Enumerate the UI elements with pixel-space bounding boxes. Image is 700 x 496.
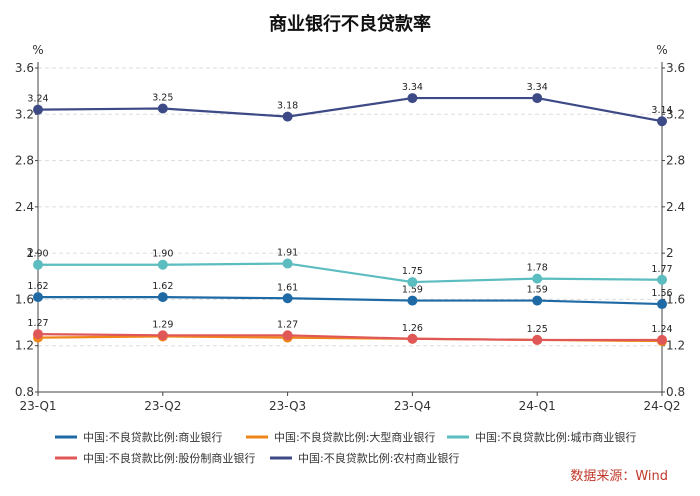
y-tick-label-left: 2.8	[15, 154, 34, 168]
data-label: 3.14	[651, 105, 672, 116]
legend-label[interactable]: 中国:不良贷款比例:城市商业银行	[475, 430, 636, 444]
data-label: 1.78	[527, 263, 548, 274]
data-point[interactable]	[282, 111, 293, 122]
y-tick-label-left: 1.2	[15, 339, 34, 353]
data-point[interactable]	[407, 93, 418, 104]
series-line	[38, 262, 663, 284]
y-tick-label-right: 2.4	[666, 200, 685, 214]
y-tick-label-right: 1.6	[666, 292, 685, 306]
x-tick-label: 23-Q2	[144, 399, 181, 413]
data-label: 1.56	[651, 288, 672, 299]
y-tick-label-left: 1.6	[15, 292, 34, 306]
data-label: 3.34	[527, 82, 548, 93]
axes: 0.8 0.81.2 1.21.6 1.62 22.4 2.42.8 2.83.2 3.23.…	[15, 61, 685, 413]
data-label: 1.61	[277, 282, 298, 293]
series-line	[38, 296, 663, 306]
data-label: 1.24	[651, 324, 672, 335]
data-point[interactable]	[33, 104, 43, 115]
data-label: 1.25	[527, 324, 548, 335]
legend-label[interactable]: 中国:不良贷款比例:大型商业银行	[274, 430, 435, 444]
data-label: 1.26	[402, 323, 423, 334]
right-axis-unit: %	[656, 43, 667, 57]
data-point[interactable]	[407, 277, 418, 288]
chart-title: 商业银行不良贷款率	[269, 13, 431, 35]
data-point[interactable]	[657, 274, 667, 285]
x-tick-label: 23-Q4	[394, 399, 431, 413]
data-label: 3.24	[27, 94, 48, 105]
y-tick-label-right: 3.2	[666, 107, 685, 121]
data-point[interactable]	[282, 293, 293, 304]
data-label: 3.25	[152, 93, 173, 104]
data-label: 1.62	[152, 281, 173, 292]
data-point[interactable]	[532, 93, 543, 104]
grid-lines	[38, 67, 662, 393]
data-label: 1.29	[152, 319, 173, 330]
y-tick-label-right: 3.6	[666, 61, 685, 75]
left-axis-unit: %	[32, 43, 43, 57]
data-point[interactable]	[157, 103, 168, 114]
x-tick-label: 24-Q1	[519, 399, 556, 413]
legend[interactable]: 中国:不良贷款比例:商业银行 中国:不良贷款比例:大型商业银行 中国:不良贷款比例:…	[55, 430, 636, 465]
data-label: 1.75	[402, 266, 423, 277]
data-label: 1.77	[651, 264, 672, 275]
data-point[interactable]	[657, 299, 667, 310]
data-label: 3.34	[402, 82, 423, 93]
data-point[interactable]	[157, 259, 168, 270]
series-group: 1.62 1.62 1.61 1.59 1.59 1.56 1.90 1.90 1.91 1.75…	[27, 82, 673, 347]
y-tick-label-left: 2	[26, 246, 34, 260]
data-label: 1.91	[277, 248, 298, 259]
data-label: 1.62	[27, 281, 48, 292]
data-point[interactable]	[33, 329, 43, 340]
data-label: 1.27	[277, 319, 298, 330]
source-note: 数据来源：Wind	[570, 469, 668, 484]
data-point[interactable]	[157, 292, 168, 303]
data-point[interactable]	[33, 259, 43, 270]
data-point[interactable]	[657, 334, 667, 345]
data-point[interactable]	[532, 273, 543, 284]
y-tick-label-left: 2.4	[15, 200, 34, 214]
series-line	[37, 96, 663, 123]
legend-label[interactable]: 中国:不良贷款比例:商业银行	[83, 430, 222, 444]
x-tick-label: 24-Q2	[643, 399, 680, 413]
legend-label[interactable]: 中国:不良贷款比例:农村商业银行	[298, 451, 459, 465]
data-label: 1.90	[27, 249, 48, 260]
x-tick-label: 23-Q1	[19, 399, 56, 413]
series-line	[37, 333, 662, 342]
data-label: 1.90	[152, 249, 173, 260]
data-label: 1.59	[402, 285, 423, 296]
data-point[interactable]	[657, 116, 667, 127]
y-tick-label-right: 2	[666, 246, 674, 260]
x-tick-label: 23-Q3	[269, 399, 306, 413]
data-point[interactable]	[407, 333, 418, 344]
y-tick-label-left: 3.2	[15, 107, 34, 121]
y-tick-label-right: 2.8	[666, 154, 685, 168]
data-point[interactable]	[407, 295, 418, 306]
data-point[interactable]	[33, 292, 43, 303]
y-tick-label-left: 3.6	[15, 61, 34, 75]
legend-label[interactable]: 中国:不良贷款比例:股份制商业银行	[83, 451, 255, 465]
data-point[interactable]	[532, 295, 543, 306]
y-tick-label-right: 1.2	[666, 339, 685, 353]
data-label: 1.27	[27, 318, 48, 329]
data-point[interactable]	[532, 334, 543, 345]
data-point[interactable]	[282, 330, 293, 341]
data-label: 3.18	[277, 101, 298, 112]
y-tick-label-right: 0.8	[666, 385, 685, 399]
data-point[interactable]	[157, 330, 168, 341]
data-label: 1.59	[527, 285, 548, 296]
y-tick-label-left: 0.8	[15, 385, 34, 399]
data-point[interactable]	[282, 258, 293, 269]
